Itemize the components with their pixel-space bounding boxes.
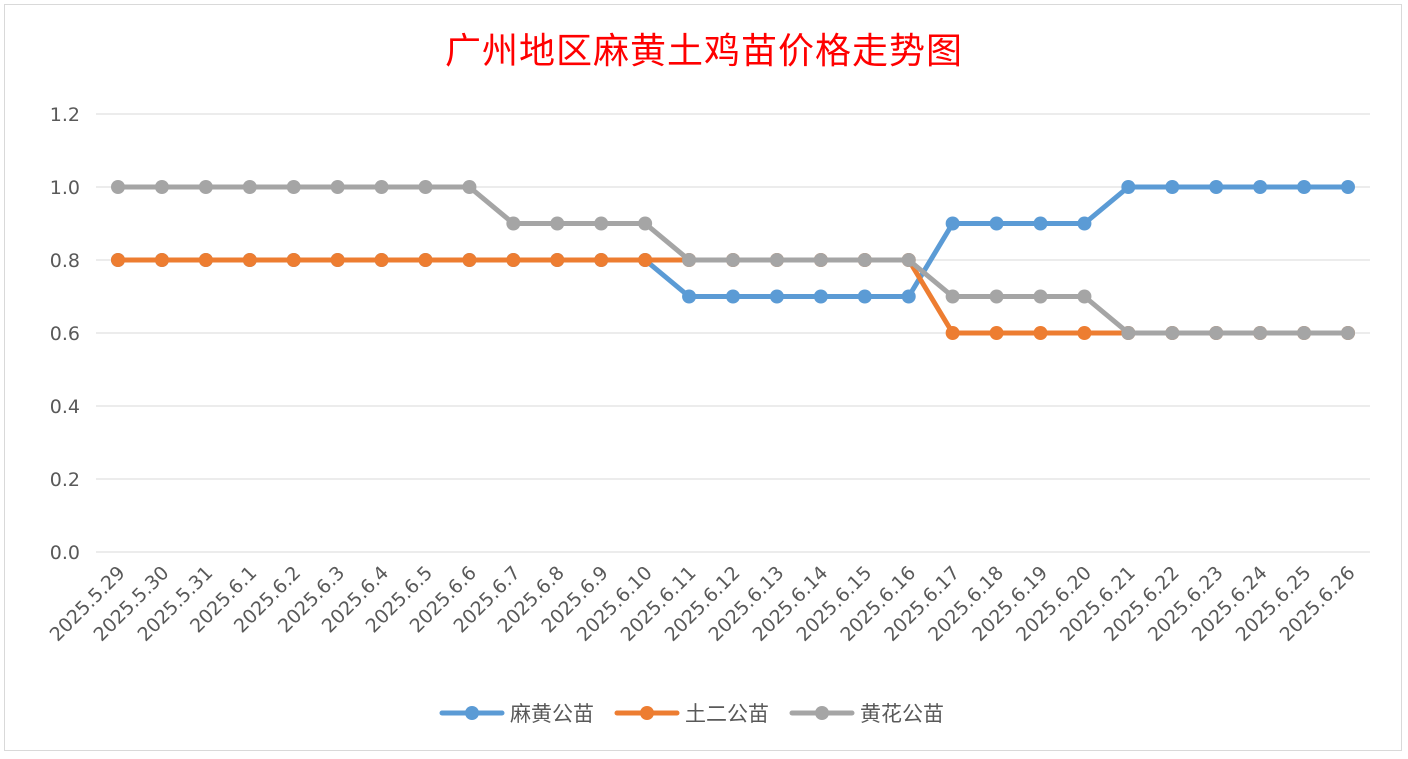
chart-title: 广州地区麻黄土鸡苗价格走势图 [444, 31, 963, 72]
data-point [1033, 326, 1048, 340]
y-tick-label: 0.0 [50, 542, 80, 564]
y-tick-label: 0.2 [50, 469, 80, 491]
data-point [1121, 326, 1136, 340]
series-line [115, 184, 1351, 299]
legend-label: 麻黄公苗 [510, 702, 594, 726]
data-point [682, 289, 697, 304]
data-point [1077, 326, 1092, 340]
series-lines [111, 180, 1355, 340]
data-point [594, 216, 609, 231]
legend-item: 黄花公苗 [789, 702, 944, 726]
data-point [1341, 180, 1355, 194]
data-point [769, 253, 784, 267]
data-point [506, 253, 521, 267]
y-tick-label: 1.0 [50, 177, 80, 199]
y-tick-label: 0.6 [50, 323, 80, 345]
data-point [1253, 180, 1268, 194]
y-axis-tick-labels: 0.0 0.2 0.4 0.6 0.8 1.0 1.2 [50, 104, 80, 564]
data-point [154, 180, 169, 194]
legend-marker [465, 706, 479, 720]
legend: 麻黄公苗 土二公苗 黄花公苗 [439, 702, 944, 726]
data-point [242, 180, 257, 194]
data-point [945, 216, 960, 231]
data-point [111, 253, 125, 267]
data-point [769, 289, 784, 304]
data-point [374, 253, 389, 267]
data-point [682, 253, 697, 267]
data-point [1253, 326, 1268, 340]
data-point [462, 253, 477, 267]
data-point [198, 253, 213, 267]
legend-item: 土二公苗 [614, 702, 769, 726]
data-point [242, 253, 257, 267]
data-point [945, 326, 960, 340]
data-point [989, 216, 1004, 231]
legend-marker [815, 706, 829, 720]
data-point [154, 253, 169, 267]
data-point [286, 180, 301, 194]
data-point [330, 253, 345, 267]
data-point [1209, 180, 1224, 194]
series-3 [111, 180, 1355, 340]
data-point [418, 253, 433, 267]
data-point [111, 180, 125, 194]
data-point [989, 326, 1004, 340]
data-point [726, 253, 740, 267]
data-point [989, 289, 1004, 304]
data-point [418, 180, 433, 194]
data-point [1033, 289, 1048, 304]
data-point [638, 216, 653, 231]
data-point [550, 253, 565, 267]
data-point [1033, 216, 1048, 231]
data-point [813, 253, 828, 267]
y-tick-label: 0.8 [50, 250, 80, 272]
legend-label: 黄花公苗 [860, 702, 944, 726]
data-point [901, 253, 916, 267]
data-point [1165, 180, 1180, 194]
y-tick-label: 1.2 [50, 104, 80, 126]
data-point [462, 180, 477, 194]
data-point [506, 216, 521, 231]
y-tick-label: 0.4 [50, 396, 80, 418]
data-point [1297, 180, 1312, 194]
data-point [945, 289, 960, 304]
data-point [374, 180, 389, 194]
data-point [638, 253, 653, 267]
data-point [901, 289, 916, 304]
data-point [1297, 326, 1312, 340]
data-point [286, 253, 301, 267]
data-point [1165, 326, 1180, 340]
data-point [813, 289, 828, 304]
x-axis-tick-labels: 2025.5.292025.5.302025.5.312025.6.12025.… [46, 562, 1360, 646]
data-point [1341, 326, 1355, 340]
data-point [1121, 180, 1136, 194]
data-point [857, 253, 872, 267]
chart-frame [4, 4, 1402, 751]
data-point [594, 253, 609, 267]
legend-marker [640, 706, 654, 720]
data-point [1209, 326, 1224, 340]
data-point [857, 289, 872, 304]
data-point [1077, 216, 1092, 231]
series-1 [111, 180, 1355, 304]
data-point [330, 180, 345, 194]
data-point [1077, 289, 1092, 304]
data-point [550, 216, 565, 231]
legend-item: 麻黄公苗 [439, 702, 594, 726]
legend-label: 土二公苗 [685, 702, 769, 726]
data-point [726, 289, 740, 304]
data-point [198, 180, 213, 194]
